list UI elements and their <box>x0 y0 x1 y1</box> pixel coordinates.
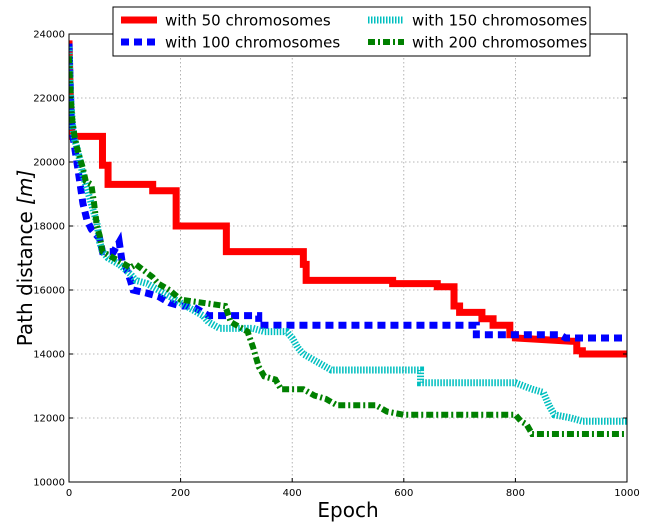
legend-label-3: with 150 chromosomes <box>412 12 587 30</box>
grid <box>69 34 627 482</box>
y-tick-label: 20000 <box>33 158 65 169</box>
plot-frame <box>68 33 628 483</box>
x-tick-label: 0 <box>66 488 72 499</box>
y-tick-label: 10000 <box>33 478 65 489</box>
x-tick-label: 400 <box>283 488 302 499</box>
y-tick-label: 24000 <box>33 30 65 41</box>
legend-label-4: with 200 chromosomes <box>412 34 587 52</box>
y-tick-label: 14000 <box>33 350 65 361</box>
legend-box <box>112 6 591 57</box>
ticks: 0 200 400 600 800 1000 10000 12000 14000 16000 180… <box>33 30 640 500</box>
legend-label-1: with 50 chromosomes <box>165 12 331 30</box>
series-line-3 <box>69 46 627 425</box>
x-axis-title: Epoch <box>317 498 378 522</box>
y-tick-label: 22000 <box>33 94 65 105</box>
y-axis-title-unit: [m] <box>13 170 37 205</box>
series-layer <box>69 40 627 437</box>
x-tick-label: 200 <box>171 488 190 499</box>
y-tick-label: 18000 <box>33 222 65 233</box>
legend: with 50 chromosomes with 100 chromosomes w… <box>112 6 591 57</box>
y-axis-title-main: Path distance <box>13 205 37 346</box>
legend-label-2: with 100 chromosomes <box>165 34 340 52</box>
series-line-2 <box>69 43 627 342</box>
x-tick-label: 1000 <box>614 488 639 499</box>
y-tick-label: 12000 <box>33 414 65 425</box>
x-tick-label: 800 <box>506 488 525 499</box>
series-line-1 <box>69 40 627 358</box>
y-tick-label: 16000 <box>33 286 65 297</box>
y-axis-title: Path distance [m] <box>13 170 37 347</box>
series-line-4 <box>69 56 627 437</box>
x-tick-label: 600 <box>394 488 413 499</box>
